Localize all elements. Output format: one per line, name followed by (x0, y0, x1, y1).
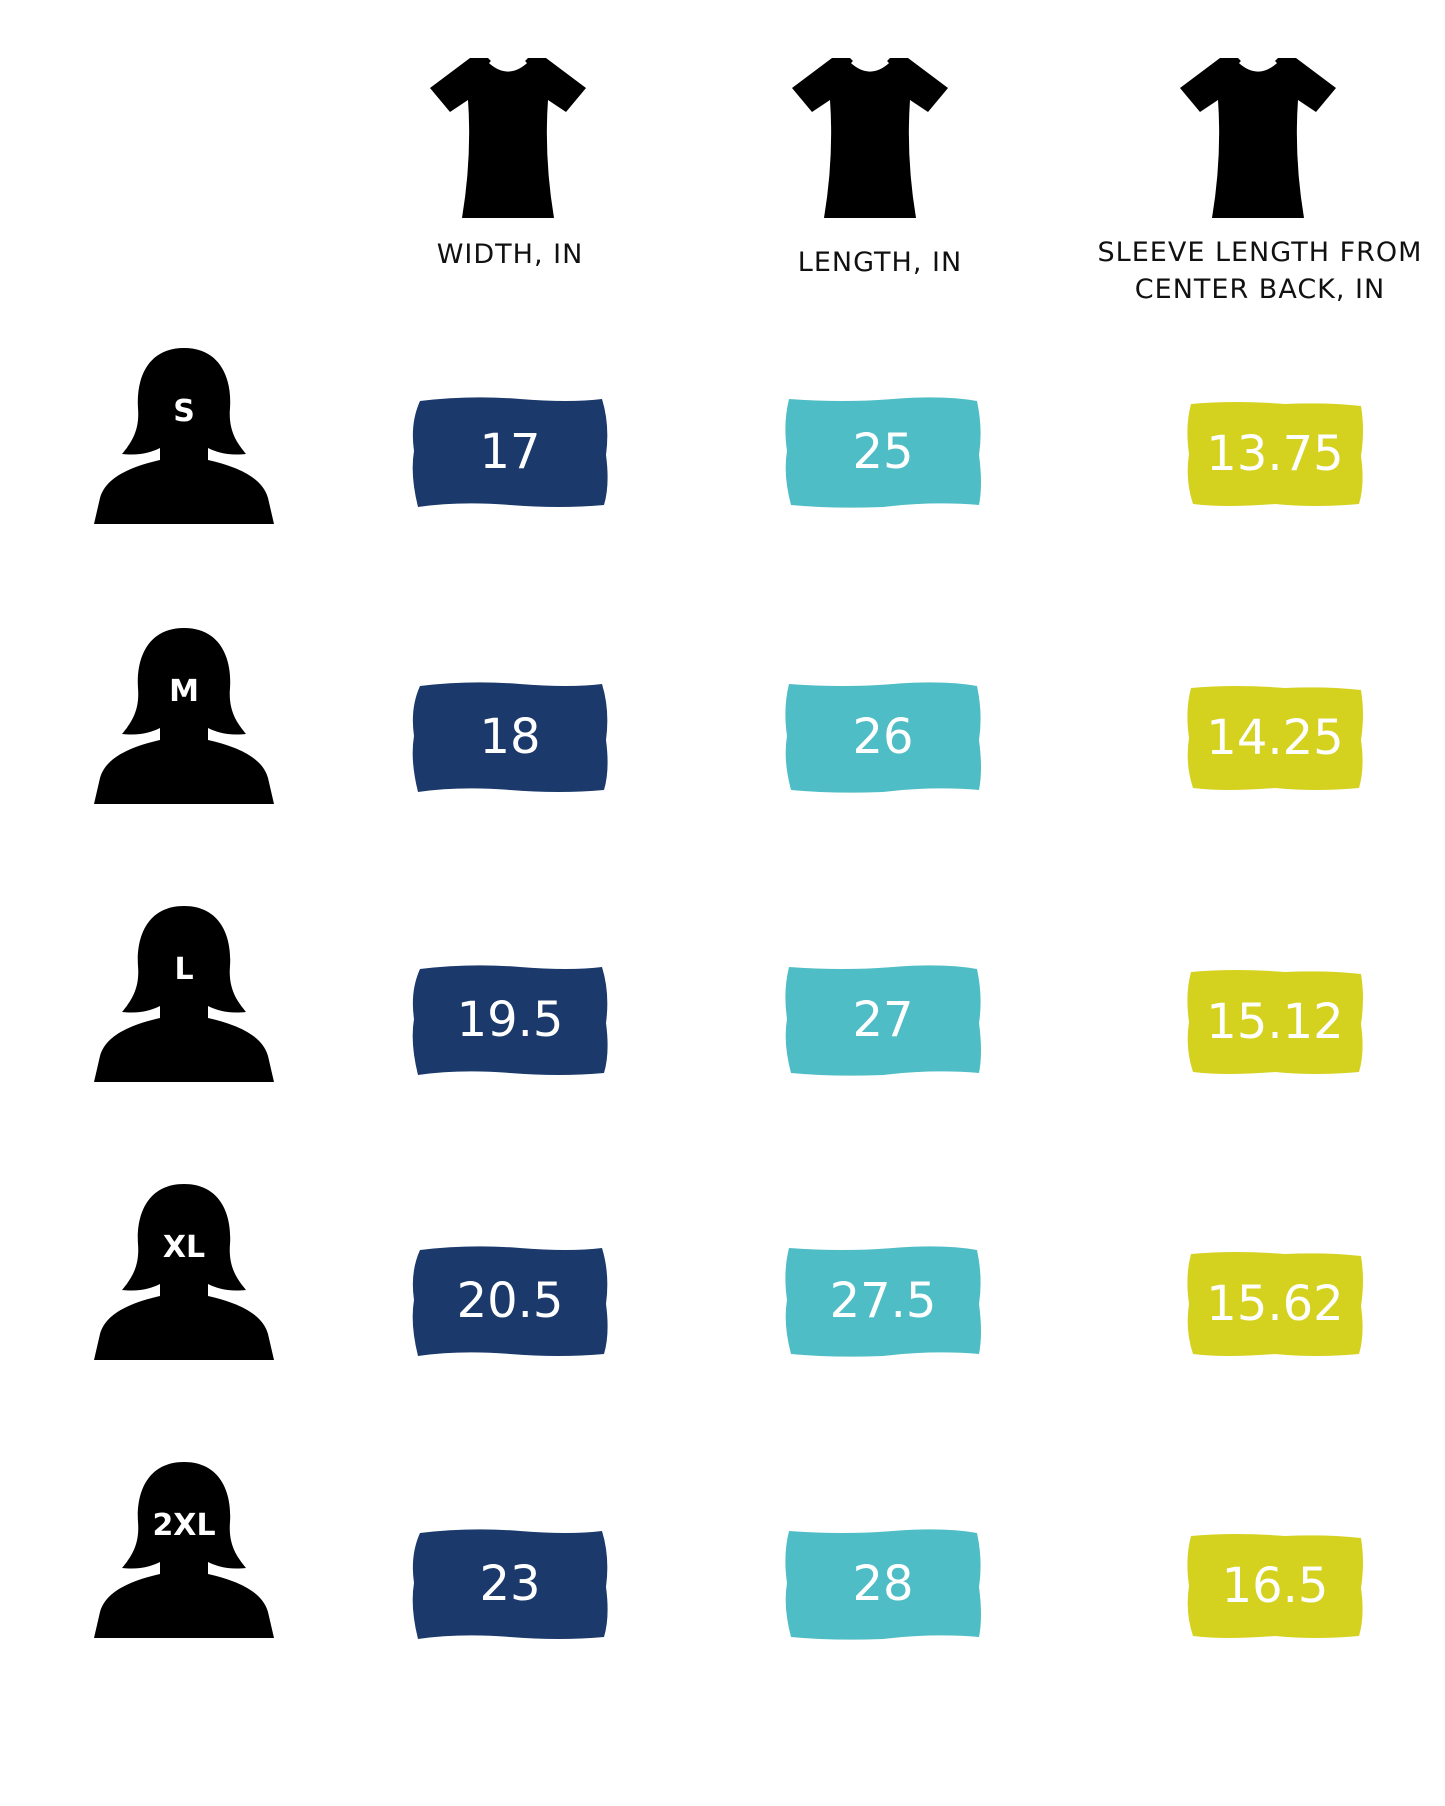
size-label: S (173, 394, 195, 429)
width-value: 23 (410, 1527, 610, 1641)
length-value: 25 (783, 395, 983, 509)
width-value: 18 (410, 680, 610, 794)
tshirt-icon (1180, 58, 1336, 218)
size-label: 2XL (152, 1508, 216, 1543)
width-value: 19.5 (410, 963, 610, 1077)
woman-silhouette-icon: 2XL (94, 1462, 274, 1638)
size-label: L (174, 952, 194, 987)
sleeve-value: 16.5 (1185, 1532, 1365, 1640)
sleeve-value: 14.25 (1185, 684, 1365, 792)
woman-silhouette-icon: S (94, 348, 274, 524)
width-value: 17 (410, 395, 610, 509)
sleeve-value: 15.12 (1185, 968, 1365, 1076)
tshirt-icon (792, 58, 948, 218)
column-header-width: WIDTH, IN (436, 239, 584, 270)
woman-silhouette-icon: M (94, 628, 274, 804)
size-label: XL (162, 1230, 206, 1265)
sleeve-value: 13.75 (1185, 400, 1365, 508)
width-value: 20.5 (410, 1244, 610, 1358)
length-value: 27 (783, 963, 983, 1077)
length-value: 27.5 (783, 1244, 983, 1358)
tshirt-icon (430, 58, 586, 218)
length-value: 26 (783, 680, 983, 794)
woman-silhouette-icon: XL (94, 1184, 274, 1360)
length-value: 28 (783, 1527, 983, 1641)
woman-silhouette-icon: L (94, 906, 274, 1082)
column-header-length: LENGTH, IN (797, 247, 963, 278)
column-header-sleeve: SLEEVE LENGTH FROM CENTER BACK, IN (1097, 237, 1423, 305)
size-label: M (169, 674, 199, 709)
sleeve-value: 15.62 (1185, 1250, 1365, 1358)
